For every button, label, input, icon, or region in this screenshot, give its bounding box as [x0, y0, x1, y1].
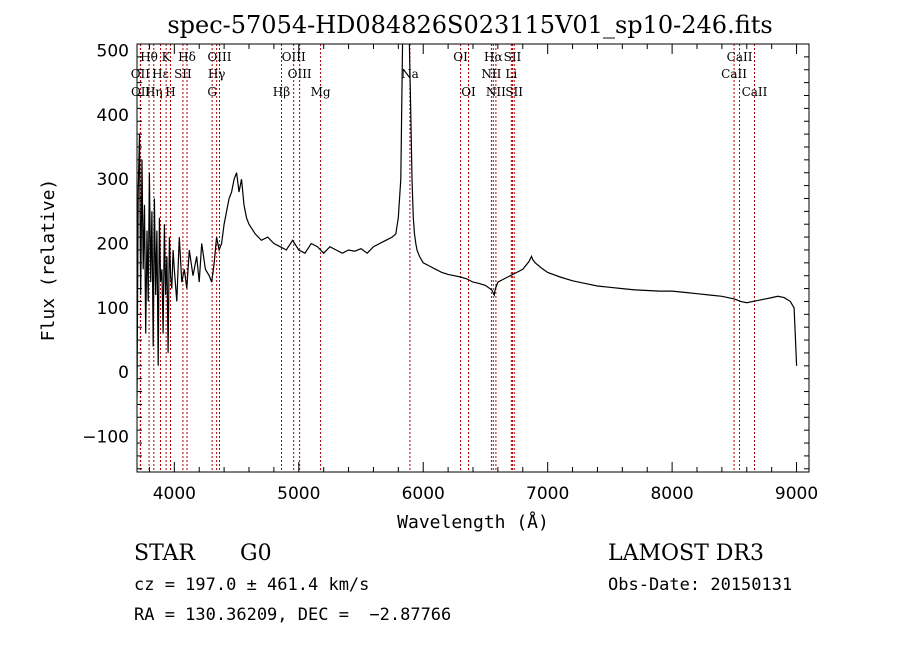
object-subclass: G0 [240, 541, 272, 566]
line-label-18: OI [461, 85, 476, 99]
line-label-3: Hε [152, 67, 169, 81]
y-tick-label-5: 400 [97, 106, 129, 126]
x-tick-label-3: 7000 [526, 484, 569, 504]
chart-title: spec-57054-HD084826S023115V01_sp10-246.f… [167, 11, 772, 39]
y-tick-label-4: 300 [97, 170, 129, 190]
line-markers [139, 44, 755, 472]
line-label-2: OII [131, 85, 151, 99]
obs-date: Obs-Date: 20150131 [608, 575, 792, 595]
line-label-10: Hγ [208, 67, 226, 81]
x-tick-label-4: 8000 [650, 484, 693, 504]
line-label-21: NII [486, 85, 506, 99]
line-label-13: OIII [288, 67, 312, 81]
x-tick-label-1: 5000 [277, 484, 320, 504]
survey-label: LAMOST DR3 [608, 541, 764, 566]
series-line-flux [137, 44, 798, 399]
line-label-1: OII [131, 67, 151, 81]
x-axis-label: Wavelength (Å) [397, 511, 549, 533]
line-label-7: H [165, 85, 175, 99]
x-tick-label-5: 9000 [775, 484, 818, 504]
line-label-24: SII [505, 85, 523, 99]
plot-frame [136, 43, 810, 473]
line-label-17: OI [453, 50, 468, 64]
line-label-12: OIII [282, 50, 306, 64]
redshift-text: cz = 197.0 ± 461.4 km/s [134, 575, 369, 595]
line-label-8: Hδ [178, 50, 196, 64]
line-label-11: G [207, 85, 217, 99]
line-label-27: CaII [742, 85, 768, 99]
line-label-23: Li [505, 67, 517, 81]
line-label-9: OIII [207, 50, 231, 64]
line-label-6: SII [174, 67, 192, 81]
line-label-19: Hα [484, 50, 503, 64]
y-axis-label: Flux (relative) [38, 179, 59, 342]
y-tick-label-1: 0 [118, 363, 129, 383]
line-label-20: NII [481, 67, 501, 81]
x-ticks: 4000 5000 6000 7000 8000 9000 [148, 44, 818, 504]
y-ticks: −100 0 100 200 300 400 500 [82, 41, 809, 470]
y-tick-label-2: 100 [97, 299, 129, 319]
line-label-25: CaII [727, 50, 753, 64]
y-tick-label-6: 500 [97, 41, 129, 61]
line-label-16: Na [401, 67, 419, 81]
spectrum-series [137, 44, 798, 399]
object-class: STAR [134, 541, 196, 566]
axes [136, 43, 810, 473]
y-tick-label-0: −100 [82, 428, 129, 448]
line-label-26: CaII [721, 67, 747, 81]
line-label-5: K [162, 50, 172, 64]
x-tick-label-0: 4000 [153, 484, 196, 504]
x-tick-label-2: 6000 [402, 484, 445, 504]
line-label-22: SII [504, 50, 522, 64]
y-tick-label-3: 200 [97, 235, 129, 255]
line-label-14: Hβ [273, 85, 290, 99]
coordinates: RA = 130.36209, DEC = −2.87766 [134, 605, 451, 625]
line-label-15: Mg [311, 85, 331, 99]
line-label-4: Hη [145, 85, 163, 99]
line-label-0: Hθ [140, 50, 158, 64]
